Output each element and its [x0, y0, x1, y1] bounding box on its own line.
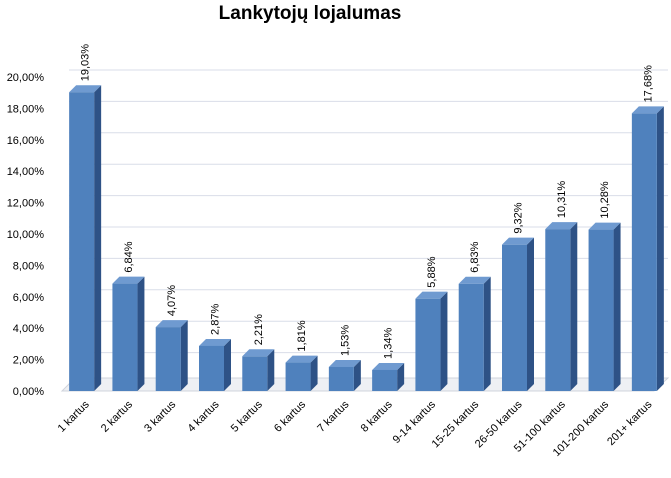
y-axis-tick-labels: 0,00% 2,00% 4,00% 6,00% 8,00% 10,00% 12,00% 14,… — [7, 72, 45, 398]
bar-side — [656, 106, 664, 391]
data-labels: 19,03% 6,84% 4,07% 2,87% 2,21% 1,81% 1,53% 1,34… — [80, 44, 655, 359]
y-tick-label: 4,00% — [13, 323, 44, 335]
category-label: 4 kartus — [185, 398, 222, 435]
bar-front — [242, 356, 268, 391]
bar-top — [588, 222, 621, 230]
bar — [242, 349, 275, 391]
data-label: 2,87% — [210, 304, 222, 335]
bar-top — [372, 362, 405, 370]
bar-top — [545, 222, 578, 230]
data-label: 1,81% — [296, 320, 308, 351]
y-tick-label: 10,00% — [7, 229, 45, 241]
gridlines — [69, 69, 668, 354]
data-label: 5,88% — [426, 256, 438, 287]
y-tick-label: 6,00% — [13, 292, 44, 304]
y-tick-label: 14,00% — [7, 166, 45, 178]
bar-side — [483, 276, 491, 391]
bar-top — [458, 276, 491, 284]
data-label: 10,31% — [556, 181, 568, 219]
bar-top — [155, 320, 188, 328]
bar-front — [458, 283, 484, 391]
y-tick-label: 18,00% — [7, 103, 45, 115]
category-label: 6 kartus — [272, 398, 309, 435]
y-tick-label: 12,00% — [7, 198, 45, 210]
bar-side — [613, 222, 621, 391]
bar-front — [631, 113, 657, 391]
category-label: 8 kartus — [359, 398, 396, 435]
bar-top — [112, 276, 145, 284]
bar-side — [310, 355, 318, 391]
data-label: 19,03% — [80, 44, 92, 82]
bar-front — [502, 244, 527, 391]
y-tick-label: 16,00% — [7, 135, 45, 147]
bar-side — [94, 85, 102, 391]
category-label: 3 kartus — [142, 398, 179, 435]
bar-front — [372, 369, 398, 391]
bar — [199, 338, 231, 391]
data-label: 4,07% — [166, 285, 178, 316]
bar-side — [353, 359, 361, 391]
bar-front — [155, 327, 181, 391]
bar — [155, 320, 188, 391]
bar-top — [631, 106, 664, 114]
bar-front — [588, 229, 614, 391]
y-tick-label: 8,00% — [13, 260, 44, 272]
y-tick-label: 0,00% — [13, 386, 44, 398]
bar-side — [267, 349, 275, 391]
bar-side — [397, 362, 405, 391]
bar — [458, 276, 491, 391]
category-label: 201+ kartus — [605, 398, 655, 448]
y-tick-label: 20,00% — [7, 72, 45, 84]
bar-front — [285, 362, 311, 391]
bar-top — [242, 349, 275, 357]
data-label: 9,32% — [513, 202, 525, 233]
data-label: 1,53% — [339, 325, 351, 356]
bar — [502, 237, 534, 391]
bar-front — [545, 229, 571, 391]
data-label: 1,34% — [383, 328, 395, 359]
data-label: 6,83% — [469, 241, 481, 272]
bar — [372, 362, 405, 391]
bar-top — [199, 338, 231, 346]
category-label: 5 kartus — [229, 398, 266, 435]
bar-side — [224, 338, 231, 391]
data-label: 2,21% — [253, 314, 265, 345]
chart-title: Lankytojų lojalumas — [219, 3, 402, 24]
bar — [631, 106, 664, 391]
category-labels: 1 kartus 2 kartus 3 kartus 4 kartus 5 kartus… — [56, 398, 655, 459]
bar-front — [69, 92, 95, 391]
y-tick-label: 2,00% — [13, 355, 44, 367]
bar-front — [415, 298, 441, 391]
bar-front — [328, 366, 354, 391]
bar-side — [180, 320, 188, 391]
bar-side — [570, 222, 578, 391]
data-label: 6,84% — [123, 241, 135, 272]
bar-top — [69, 85, 102, 93]
category-label: 7 kartus — [315, 398, 352, 435]
bar — [112, 276, 145, 391]
bar — [328, 359, 361, 391]
bar-front — [199, 345, 224, 391]
bar — [285, 355, 318, 391]
bar-top — [328, 359, 361, 367]
bar-top — [415, 291, 448, 299]
bar-top — [285, 355, 318, 363]
category-label: 1 kartus — [56, 398, 93, 435]
bar-side — [137, 276, 145, 391]
bar — [588, 222, 621, 391]
data-label: 10,28% — [599, 181, 611, 219]
bar-side — [527, 237, 534, 391]
bar — [415, 291, 448, 391]
data-label: 17,68% — [642, 65, 654, 103]
bar-side — [440, 291, 448, 391]
category-label: 2 kartus — [99, 398, 136, 435]
bar — [69, 85, 102, 391]
bar — [545, 222, 578, 391]
bar-front — [112, 283, 138, 391]
bar-top — [502, 237, 534, 245]
bars — [69, 85, 664, 391]
